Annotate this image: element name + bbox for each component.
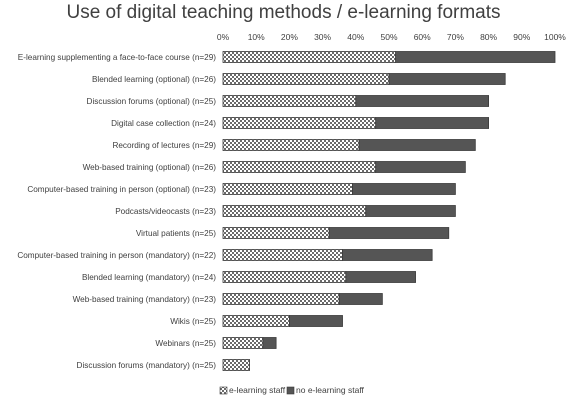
bar-segment-no-e-learning-staff — [345, 271, 416, 283]
x-tick-label: 70% — [447, 32, 464, 42]
x-tick-label: 30% — [314, 32, 331, 42]
x-tick-label: 50% — [380, 32, 397, 42]
bar-segment-e-learning-staff — [222, 249, 343, 261]
x-tick-label: 20% — [281, 32, 298, 42]
bar-segment-e-learning-staff — [222, 139, 360, 151]
x-tick-label: 90% — [513, 32, 530, 42]
legend-label: no e-learning staff — [296, 385, 365, 395]
legend-swatch — [219, 386, 228, 395]
x-tick-label: 80% — [480, 32, 497, 42]
category-label: Recording of lectures (n=29) — [112, 141, 216, 150]
bar-segment-e-learning-staff — [222, 293, 340, 305]
category-label: Computer-based training in person (optio… — [27, 185, 216, 194]
category-label: Virtual patients (n=25) — [136, 229, 216, 238]
bar-segment-no-e-learning-staff — [395, 51, 556, 63]
category-label: Digital case collection (n=24) — [111, 119, 216, 128]
bar-segment-e-learning-staff — [222, 205, 367, 217]
category-label: Computer-based training in person (manda… — [17, 251, 216, 260]
legend: e-learning staff no e-learning staff — [219, 385, 365, 395]
category-label: E-learning supplementing a face-to-face … — [18, 53, 216, 62]
category-label: Webinars (n=25) — [155, 339, 216, 348]
bar-segment-e-learning-staff — [222, 337, 264, 349]
bar-segment-e-learning-staff — [222, 117, 377, 129]
legend-swatch — [286, 386, 295, 395]
x-tick-label: 0% — [217, 32, 230, 42]
x-tick-label: 10% — [248, 32, 265, 42]
chart-title: Use of digital teaching methods / e-lear… — [66, 2, 501, 23]
bar-segment-no-e-learning-staff — [375, 161, 466, 173]
category-labels: E-learning supplementing a face-to-face … — [17, 53, 216, 370]
bar-segment-e-learning-staff — [222, 227, 330, 239]
category-label: Wikis (n=25) — [170, 317, 216, 326]
bar-segment-no-e-learning-staff — [388, 73, 506, 85]
bar-segment-no-e-learning-staff — [262, 337, 277, 349]
bar-segment-no-e-learning-staff — [342, 249, 433, 261]
bar-segment-no-e-learning-staff — [355, 95, 489, 107]
bar-segment-e-learning-staff — [222, 73, 390, 85]
bar-segment-no-e-learning-staff — [328, 227, 450, 239]
category-label: Discussion forums (mandatory) (n=25) — [77, 361, 217, 370]
x-axis: 0% 10% 20% 30% 40% 50% 60% 70% 80% 90% 100% — [217, 32, 566, 42]
legend-label: e-learning staff — [229, 385, 286, 395]
bar-segment-e-learning-staff — [222, 51, 397, 63]
category-label: Discussion forums (optional) (n=25) — [87, 97, 217, 106]
bar-segment-e-learning-staff — [222, 271, 347, 283]
x-tick-label: 40% — [347, 32, 364, 42]
x-tick-label: 60% — [414, 32, 431, 42]
bars — [222, 51, 556, 371]
bar-segment-e-learning-staff — [222, 359, 250, 371]
bar-segment-no-e-learning-staff — [352, 183, 456, 195]
bar-segment-no-e-learning-staff — [288, 315, 343, 327]
bar-segment-no-e-learning-staff — [365, 205, 456, 217]
category-label: Blended learning (optional) (n=26) — [92, 75, 216, 84]
category-label: Blended learning (mandatory) (n=24) — [82, 273, 216, 282]
bar-segment-e-learning-staff — [222, 161, 377, 173]
bar-segment-no-e-learning-staff — [338, 293, 383, 305]
x-tick-label: 100% — [544, 32, 566, 42]
bar-segment-no-e-learning-staff — [358, 139, 476, 151]
bar-segment-e-learning-staff — [222, 183, 353, 195]
bar-segment-e-learning-staff — [222, 95, 357, 107]
bar-segment-no-e-learning-staff — [375, 117, 489, 129]
category-label: Web-based training (mandatory) (n=23) — [73, 295, 217, 304]
category-label: Web-based training (optional) (n=26) — [83, 163, 217, 172]
bar-segment-e-learning-staff — [222, 315, 290, 327]
category-label: Podcasts/videocasts (n=23) — [115, 207, 216, 216]
